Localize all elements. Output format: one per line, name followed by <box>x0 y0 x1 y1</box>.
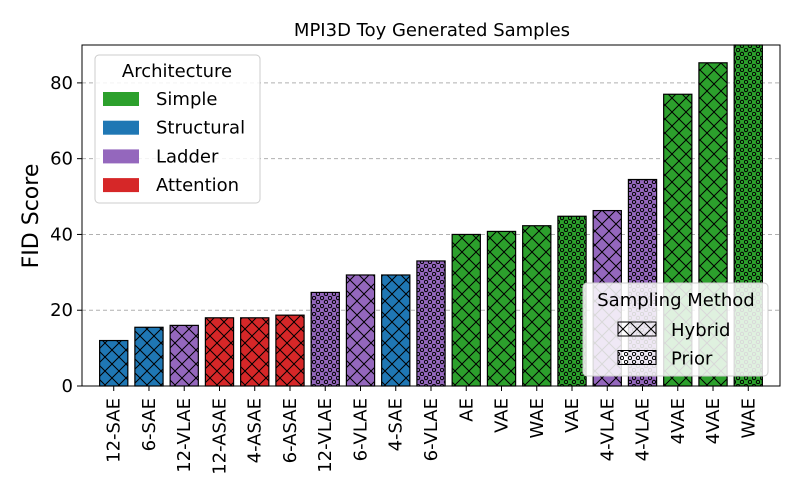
bar-3 <box>169 324 199 387</box>
legend-label-structural: Structural <box>156 118 245 139</box>
y-axis-label: FID Score <box>19 164 44 269</box>
x-tick-label: 6-VLAE <box>350 398 371 461</box>
x-tick-label: 12-SAE <box>104 398 125 463</box>
x-tick-label: AE <box>456 398 477 422</box>
bar-hatch <box>345 274 376 387</box>
bar-hatch <box>169 324 199 387</box>
legend-swatch-attention <box>103 178 139 193</box>
bar-hatch <box>451 233 481 387</box>
bar-14 <box>557 215 587 387</box>
y-tick-label: 60 <box>50 149 73 170</box>
bar-11 <box>451 233 481 387</box>
bar-10 <box>416 260 446 387</box>
x-tick-label: 4-SAE <box>386 398 407 451</box>
y-tick-label: 80 <box>50 73 73 94</box>
legend-label-attention: Attention <box>156 175 239 196</box>
bar-hatch <box>204 317 235 387</box>
bar-2 <box>134 326 164 387</box>
bar-1 <box>99 339 129 387</box>
x-tick-label: 6-SAE <box>139 398 160 451</box>
bar-hatch <box>275 314 305 387</box>
bar-hatch <box>381 274 411 387</box>
architecture-legend: Architecture Simple Structural Ladder Atten… <box>94 54 261 204</box>
bar-7 <box>310 291 340 387</box>
legend-swatch-structural <box>103 120 139 135</box>
bar-4 <box>204 317 235 387</box>
x-tick-label: 12-ASAE <box>209 398 230 475</box>
bar-hatch <box>486 230 517 387</box>
x-tick-label: WAE <box>527 398 548 439</box>
bar-12 <box>486 230 517 387</box>
bar-hatch <box>557 215 587 387</box>
sampling-legend: Sampling Method Hybrid Prior <box>582 282 769 377</box>
legend-label-hybrid: Hybrid <box>671 320 730 341</box>
y-axis: 0 20 40 60 80 <box>50 73 82 397</box>
y-tick-label: 0 <box>62 376 73 397</box>
x-tick-label: 4-ASAE <box>245 398 266 463</box>
y-tick-label: 40 <box>50 224 73 245</box>
x-tick-label: 4-VLAE <box>633 398 654 461</box>
bar-hatch <box>310 291 340 387</box>
bar-hatch <box>416 260 446 387</box>
bar-13 <box>522 225 552 387</box>
y-tick-label: 20 <box>50 300 73 321</box>
x-tick-label: VAE <box>492 398 513 433</box>
bar-hatch <box>134 326 164 387</box>
bar-8 <box>345 274 376 387</box>
legend-label-ladder: Ladder <box>156 146 219 167</box>
bar-hatch <box>99 339 129 387</box>
x-tick-label: 4VAE <box>668 398 689 444</box>
x-axis: 12-SAE 6-SAE 12-VLAE 12-ASAE 4-ASAE 6-ASAE 12-… <box>104 386 759 475</box>
bar-hatch <box>522 225 552 387</box>
legend-swatch-simple <box>103 92 139 106</box>
x-tick-label: 4-VLAE <box>597 398 618 461</box>
bar-6 <box>275 314 305 387</box>
legend-label-simple: Simple <box>156 89 217 110</box>
bar-hatch <box>240 317 270 387</box>
legend-swatch-ladder <box>103 149 139 164</box>
x-tick-label: 12-VLAE <box>315 398 336 473</box>
legend-label-prior: Prior <box>671 349 713 370</box>
legend-swatch-prior <box>617 350 657 365</box>
chart-title: MPI3D Toy Generated Samples <box>294 20 570 41</box>
x-tick-label: VAE <box>562 398 583 433</box>
bar-9 <box>381 274 411 387</box>
x-tick-label: WAE <box>738 398 759 439</box>
bar-5 <box>240 317 270 387</box>
architecture-legend-title: Architecture <box>122 61 232 82</box>
x-tick-label: 6-ASAE <box>280 398 301 463</box>
x-tick-label: 4VAE <box>703 398 724 444</box>
sampling-legend-title: Sampling Method <box>597 290 754 311</box>
x-tick-label: 6-VLAE <box>421 398 442 461</box>
legend-swatch-hybrid <box>617 321 657 337</box>
x-tick-label: 12-VLAE <box>174 398 195 473</box>
